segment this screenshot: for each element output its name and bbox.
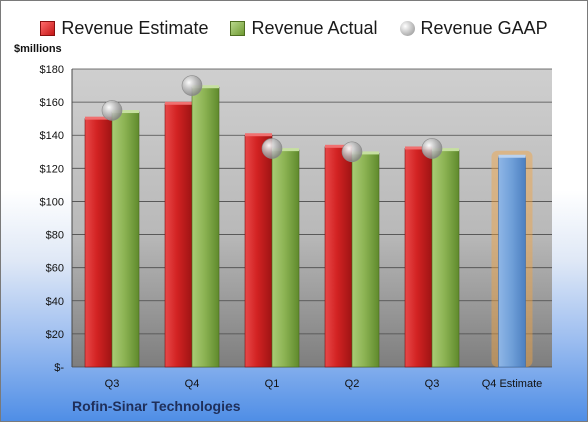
y-tick-label: $40 — [46, 296, 64, 308]
bar-top-actual — [192, 85, 219, 89]
legend-item-gaap: Revenue GAAP — [399, 17, 548, 39]
bar-revenue-actual — [271, 149, 300, 368]
legend-label-gaap: Revenue GAAP — [420, 17, 548, 38]
company-name: Rofin-Sinar Technologies — [72, 398, 241, 414]
bar-revenue-estimate-future — [498, 156, 526, 368]
legend-swatch-estimate — [40, 20, 56, 36]
bar-top-actual — [112, 110, 139, 114]
x-tick-label: Q4 Estimate — [482, 378, 543, 390]
y-tick-label: $80 — [46, 230, 64, 242]
x-tick-label: Q1 — [265, 378, 280, 390]
y-tick-label: $180 — [40, 64, 64, 76]
bar-revenue-actual — [111, 111, 140, 368]
legend-label-estimate: Revenue Estimate — [61, 17, 209, 38]
y-tick-label: $- — [54, 362, 64, 374]
bar-revenue-estimate — [84, 118, 113, 368]
marker-revenue-gaap — [421, 138, 443, 159]
bar-top-estimate — [85, 116, 112, 120]
bar-revenue-actual — [191, 86, 220, 368]
bar-top-future — [498, 154, 526, 158]
bar-revenue-actual — [431, 149, 460, 368]
x-tick-label: Q3 — [105, 378, 120, 390]
x-tick-label: Q4 — [185, 378, 200, 390]
y-tick-label: $20 — [46, 329, 64, 341]
bar-top-estimate — [165, 101, 192, 105]
legend-item-estimate: Revenue Estimate — [40, 18, 208, 39]
bar-top-estimate — [405, 146, 432, 150]
y-tick-label: $160 — [40, 97, 64, 109]
marker-revenue-gaap — [181, 75, 203, 96]
y-axis-unit-label: $millions — [14, 43, 62, 55]
plot-area — [72, 69, 552, 367]
bar-revenue-actual — [351, 153, 380, 368]
bar-revenue-estimate — [164, 103, 193, 368]
x-tick-label: Q2 — [345, 378, 360, 390]
bar-revenue-estimate — [324, 146, 353, 368]
bar-top-actual — [352, 151, 379, 155]
y-tick-label: $60 — [46, 263, 64, 275]
legend: Revenue Estimate Revenue Actual Revenue … — [0, 14, 588, 42]
legend-swatch-actual — [230, 20, 246, 36]
y-tick-label: $140 — [40, 130, 64, 142]
y-tick-label: $120 — [40, 163, 64, 175]
bar-revenue-estimate — [404, 148, 433, 368]
bar-top-estimate — [245, 133, 272, 137]
marker-revenue-gaap — [101, 100, 123, 121]
legend-item-actual: Revenue Actual — [230, 17, 378, 39]
legend-label-actual: Revenue Actual — [251, 17, 378, 38]
marker-revenue-gaap — [341, 141, 363, 163]
bar-revenue-estimate — [244, 134, 273, 368]
bar-top-estimate — [325, 144, 352, 148]
y-tick-label: $100 — [40, 196, 64, 208]
bar-top-actual — [272, 148, 299, 152]
legend-swatch-gaap — [399, 20, 415, 36]
bar-top-actual — [432, 148, 459, 152]
marker-revenue-gaap — [261, 138, 283, 159]
x-tick-label: Q3 — [425, 378, 440, 390]
